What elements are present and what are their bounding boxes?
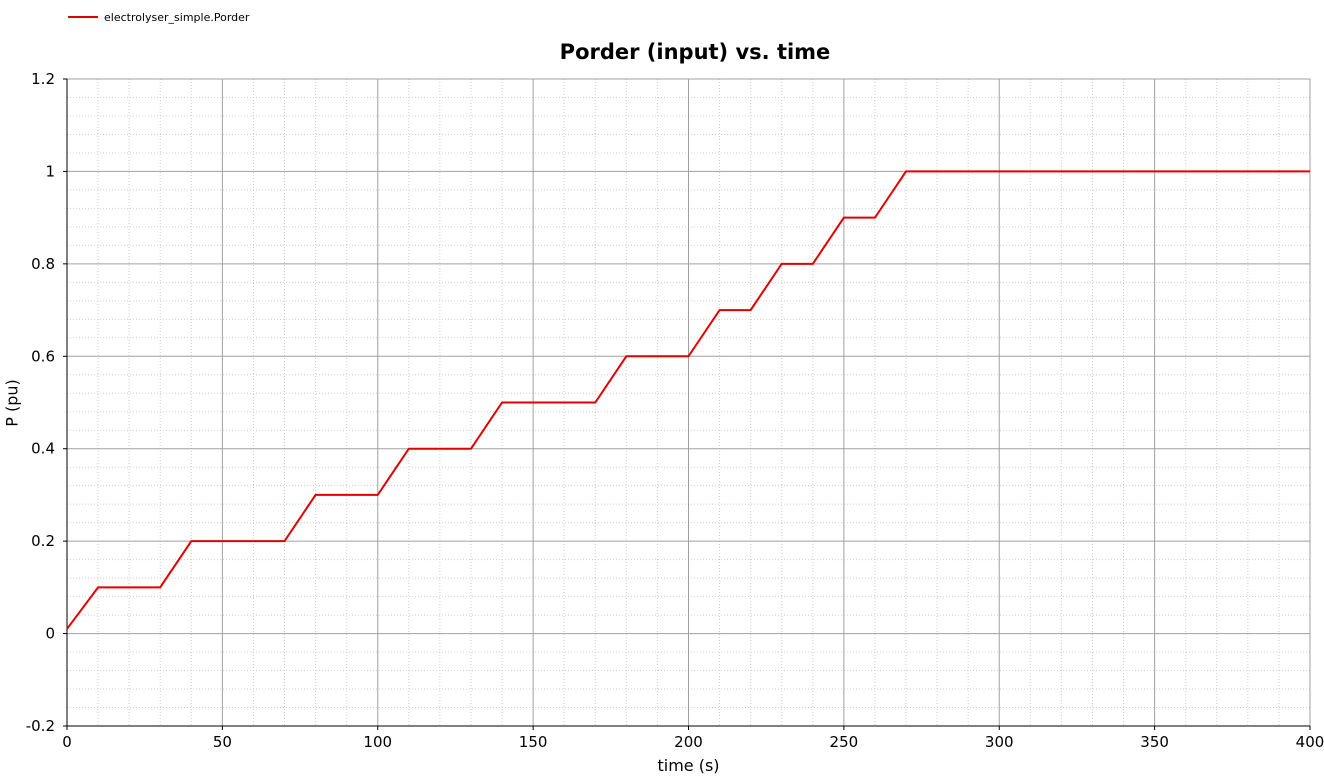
x-tick-label: 250 — [830, 733, 859, 751]
tick-labels: 0 50 100 150 200 250 300 350 400 -0.2 0 0.2 0.4 0.6 0.… — [26, 70, 1324, 751]
series-layer — [66, 170, 1310, 630]
major-grid — [66, 78, 1311, 727]
x-tick-label: 150 — [519, 733, 548, 751]
y-tick-label: 1.2 — [31, 70, 55, 88]
x-tick-label: 100 — [363, 733, 392, 751]
series-line-porder — [66, 170, 1310, 630]
y-tick-label: 0.8 — [31, 255, 55, 273]
legend-label: electrolyser_simple.Porder — [104, 10, 250, 24]
y-tick-label: 0.4 — [31, 440, 55, 458]
x-axis-label: time (s) — [657, 756, 720, 775]
y-tick-label: 0 — [45, 625, 55, 643]
axes — [63, 78, 1311, 730]
x-tick-label: 50 — [213, 733, 232, 751]
x-tick-label: 0 — [62, 733, 72, 751]
x-tick-label: 350 — [1140, 733, 1169, 751]
y-tick-label: 0.2 — [31, 532, 55, 550]
chart-title: Porder (input) vs. time — [559, 40, 831, 64]
x-tick-label: 400 — [1296, 733, 1324, 751]
y-axis-label: P (pu) — [2, 379, 22, 427]
x-tick-label: 300 — [985, 733, 1014, 751]
y-tick-label: 1 — [45, 162, 55, 180]
y-tick-label: 0.6 — [31, 347, 55, 365]
legend-line-swatch — [68, 16, 98, 18]
x-tick-label: 200 — [674, 733, 703, 751]
legend: electrolyser_simple.Porder — [68, 8, 249, 26]
y-tick-label: -0.2 — [26, 717, 55, 735]
